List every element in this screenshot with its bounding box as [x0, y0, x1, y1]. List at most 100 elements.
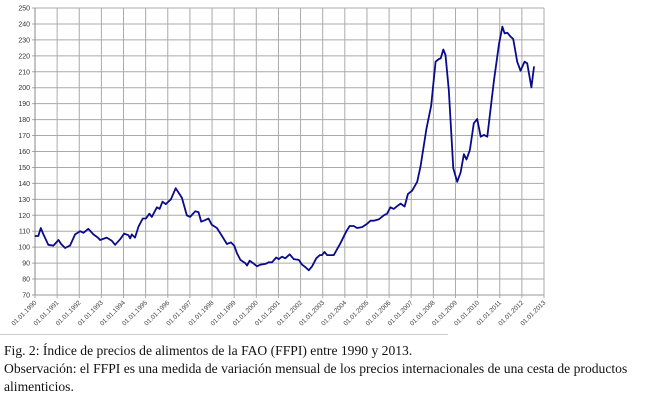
data-point	[304, 266, 307, 268]
data-point	[281, 256, 283, 258]
y-tick-label: 70	[22, 293, 30, 300]
data-point	[353, 225, 355, 227]
data-point	[37, 235, 39, 237]
data-point	[383, 214, 385, 216]
data-point	[440, 57, 442, 59]
y-tick-label: 210	[18, 69, 30, 76]
data-point	[493, 79, 495, 81]
data-point	[480, 136, 482, 138]
data-point	[148, 213, 151, 215]
data-point	[328, 254, 330, 256]
data-point	[444, 54, 447, 56]
y-tick-label: 110	[19, 229, 30, 236]
data-point	[131, 233, 133, 236]
data-point	[293, 258, 295, 260]
data-point	[57, 239, 60, 241]
data-point	[504, 32, 506, 34]
data-point	[438, 58, 440, 60]
data-point	[181, 197, 183, 199]
data-point	[512, 38, 514, 40]
data-point	[264, 263, 266, 265]
y-tick-label: 100	[18, 245, 30, 252]
data-point	[442, 48, 444, 51]
data-point	[60, 243, 62, 245]
data-point	[498, 42, 500, 44]
ffpi-series-line	[35, 25, 535, 272]
data-point	[459, 171, 462, 174]
data-point	[530, 86, 532, 89]
data-point	[319, 254, 321, 256]
data-point	[226, 243, 228, 245]
data-point	[221, 235, 223, 237]
data-point	[170, 198, 172, 200]
data-point	[161, 201, 164, 203]
y-tick-label: 120	[18, 213, 30, 220]
ffpi-line-chart: 70 80 90 100 110 120 130 140 150 160 170 180 190 200 2…	[10, 6, 547, 328]
data-point	[42, 233, 45, 236]
data-point	[256, 265, 258, 267]
data-point	[259, 264, 261, 266]
data-point	[123, 233, 125, 235]
data-point	[268, 261, 270, 263]
data-point	[52, 244, 54, 247]
data-point	[448, 89, 450, 91]
y-tick-label: 200	[18, 85, 30, 92]
data-point	[366, 223, 368, 225]
data-point	[129, 237, 131, 239]
data-point	[244, 262, 246, 264]
data-point	[356, 227, 358, 229]
data-point	[326, 254, 328, 256]
data-point	[158, 208, 161, 210]
data-point	[92, 233, 95, 236]
data-point	[373, 220, 375, 222]
data-point	[301, 264, 303, 266]
data-point	[523, 61, 526, 63]
data-point	[389, 206, 392, 208]
data-point	[399, 203, 402, 205]
data-point	[339, 242, 341, 244]
data-point	[321, 254, 323, 256]
data-point	[275, 256, 277, 259]
y-tick-label: 160	[18, 149, 30, 156]
data-point	[246, 264, 248, 267]
y-tick-label: 190	[18, 101, 30, 108]
divider	[0, 334, 448, 335]
y-tick-label: 130	[18, 197, 30, 204]
data-point	[323, 251, 326, 253]
data-point	[345, 230, 347, 232]
data-point	[211, 224, 213, 226]
data-point	[271, 261, 273, 263]
data-point	[200, 221, 202, 223]
data-point	[419, 166, 422, 168]
data-point	[452, 167, 454, 170]
data-point	[393, 208, 395, 210]
data-point	[315, 257, 317, 259]
data-point	[333, 254, 335, 256]
data-point	[434, 61, 437, 63]
data-point	[519, 70, 522, 72]
y-tick-label: 180	[18, 117, 30, 124]
data-point	[483, 134, 485, 136]
data-point	[47, 244, 49, 246]
data-point	[99, 239, 101, 241]
data-point	[411, 190, 413, 192]
data-point	[516, 61, 518, 63]
data-point	[311, 265, 313, 267]
data-point	[197, 211, 200, 213]
data-point	[386, 213, 388, 215]
data-point	[476, 118, 478, 120]
y-tick-label: 240	[18, 21, 30, 28]
data-point	[165, 203, 167, 205]
data-point	[465, 158, 468, 161]
data-point	[463, 153, 465, 155]
data-point	[207, 217, 210, 220]
data-point	[239, 259, 241, 261]
data-point	[509, 36, 512, 38]
y-tick-label: 230	[18, 37, 30, 44]
data-point	[189, 216, 191, 218]
data-point	[369, 220, 372, 222]
y-tick-label: 170	[18, 133, 30, 140]
data-point	[69, 244, 71, 247]
data-point	[533, 66, 535, 68]
y-tick-label: 220	[18, 53, 30, 60]
